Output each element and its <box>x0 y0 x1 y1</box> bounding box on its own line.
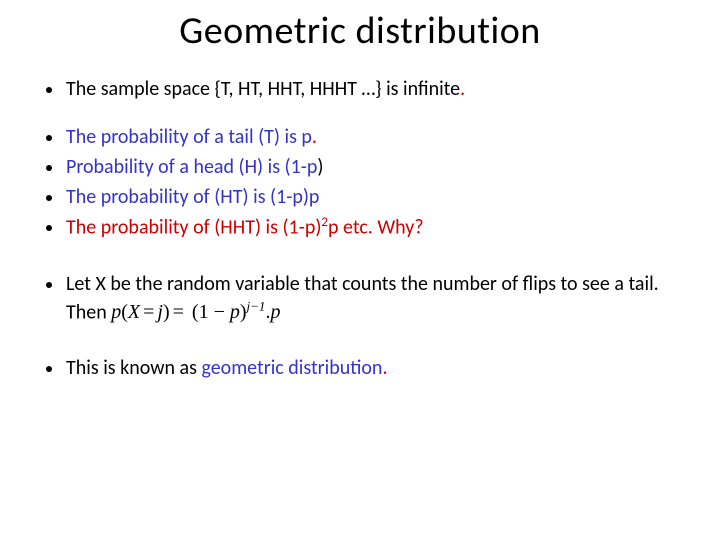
m-p: p <box>111 301 121 323</box>
line-1-text: The sample space {T, HT, HHT, HHHT …} is… <box>66 77 460 101</box>
line-2-text: The probability of a tail (T) is p <box>66 125 312 149</box>
slide-container: Geometric distribution The sample space … <box>0 0 720 540</box>
m-p3: p <box>270 301 280 323</box>
bullet-dot <box>46 87 52 93</box>
m-eq2: = <box>170 301 187 323</box>
line-3-paren: ) <box>317 155 323 179</box>
line-7: This is known as geometric distribution. <box>66 355 388 382</box>
bullet-dot <box>46 135 52 141</box>
line-7-a: This is known as <box>66 356 201 380</box>
bullet-dot <box>46 165 52 171</box>
line-6-math: p(X=j)= (1 − p)j−1.p <box>111 301 280 323</box>
m-p2: p <box>230 301 240 323</box>
bullet-dot <box>46 195 52 201</box>
line-7-c: . <box>382 356 387 380</box>
line-4: The probability of (HT) is (1-p)p <box>66 184 319 211</box>
spacer <box>46 329 674 355</box>
line-7-b: geometric distribution <box>201 356 382 380</box>
line-3-text: Probability of a head (H) is (1-p <box>66 155 317 179</box>
bullet-5: The probability of (HHT) is (1-p)2p etc.… <box>46 214 674 242</box>
slide-title: Geometric distribution <box>40 8 680 54</box>
bullet-dot <box>46 366 52 372</box>
line-5-sup: 2 <box>321 215 328 230</box>
m-rp2: ) <box>240 301 247 323</box>
line-5-a: The probability of (HHT) is (1-p) <box>66 216 321 240</box>
line-1-period: . <box>460 77 465 101</box>
bullet-dot <box>46 282 52 288</box>
line-3: Probability of a head (H) is (1-p) <box>66 154 323 181</box>
line-6: Let X be the random variable that counts… <box>66 271 674 327</box>
m-lp2: ( <box>187 301 199 323</box>
bullet-6: Let X be the random variable that counts… <box>46 271 674 327</box>
m-eq: = <box>140 301 157 323</box>
bullet-1: The sample space {T, HT, HHT, HHHT …} is… <box>46 76 674 103</box>
m-rp: ) <box>163 301 170 323</box>
bullet-dot <box>46 225 52 231</box>
m-lp: ( <box>121 301 128 323</box>
m-one: 1 − <box>199 301 230 323</box>
line-2: The probability of a tail (T) is p. <box>66 124 317 151</box>
bullet-7: This is known as geometric distribution. <box>46 355 674 382</box>
spacer <box>46 106 674 124</box>
spacer <box>46 245 674 271</box>
m-X: X <box>128 301 140 323</box>
line-2-period: . <box>312 125 317 149</box>
bullet-3: Probability of a head (H) is (1-p) <box>46 154 674 181</box>
slide-content: The sample space {T, HT, HHT, HHHT …} is… <box>40 76 680 382</box>
line-1: The sample space {T, HT, HHT, HHHT …} is… <box>66 76 465 103</box>
line-5: The probability of (HHT) is (1-p)2p etc.… <box>66 214 424 242</box>
bullet-4: The probability of (HT) is (1-p)p <box>46 184 674 211</box>
line-5-b: p etc. Why? <box>328 216 424 240</box>
bullet-2: The probability of a tail (T) is p. <box>46 124 674 151</box>
line-4-text: The probability of (HT) is (1-p)p <box>66 185 319 209</box>
m-exp: j−1 <box>247 299 266 314</box>
